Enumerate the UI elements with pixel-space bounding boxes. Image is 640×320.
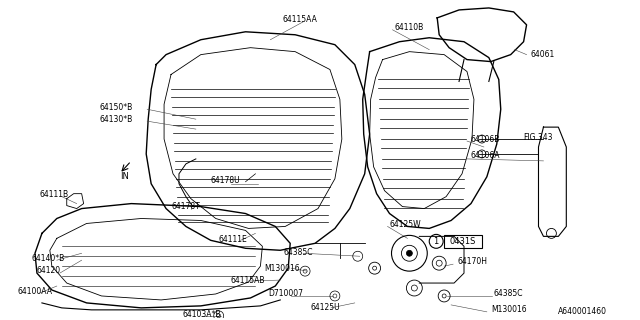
Text: 64106A: 64106A: [471, 151, 500, 160]
Text: 64100AA: 64100AA: [17, 287, 52, 297]
Text: 64110B: 64110B: [394, 23, 424, 32]
Text: M130016: M130016: [264, 264, 300, 273]
Text: 64178T: 64178T: [171, 202, 200, 211]
Text: A640001460: A640001460: [558, 307, 607, 316]
Text: 64111E: 64111E: [219, 235, 248, 244]
Text: 64130*B: 64130*B: [99, 115, 132, 124]
Text: 64385C: 64385C: [284, 248, 313, 257]
Text: 64170H: 64170H: [457, 257, 487, 266]
Text: 64178U: 64178U: [211, 176, 241, 185]
Text: 64140*B: 64140*B: [32, 254, 65, 263]
Text: M130016: M130016: [491, 305, 527, 314]
Text: 64385C: 64385C: [494, 290, 524, 299]
Text: FIG.343: FIG.343: [524, 132, 553, 141]
Text: 64125W: 64125W: [390, 220, 421, 229]
Text: 64125U: 64125U: [310, 303, 340, 312]
Text: 64115AA: 64115AA: [282, 15, 317, 24]
Text: 64115AB: 64115AB: [230, 276, 265, 284]
Text: IN: IN: [120, 172, 129, 181]
Bar: [444, 236, 482, 248]
Text: D710007: D710007: [268, 290, 303, 299]
Text: 1: 1: [433, 237, 439, 246]
Text: 64120: 64120: [37, 266, 61, 275]
Text: 0431S: 0431S: [450, 237, 476, 246]
Text: 64106B: 64106B: [471, 134, 500, 144]
Text: 64103A*B: 64103A*B: [183, 310, 221, 319]
Text: 64061: 64061: [531, 50, 555, 59]
Text: 64111B: 64111B: [40, 190, 69, 199]
Circle shape: [406, 250, 412, 256]
Text: 64150*B: 64150*B: [99, 103, 132, 112]
